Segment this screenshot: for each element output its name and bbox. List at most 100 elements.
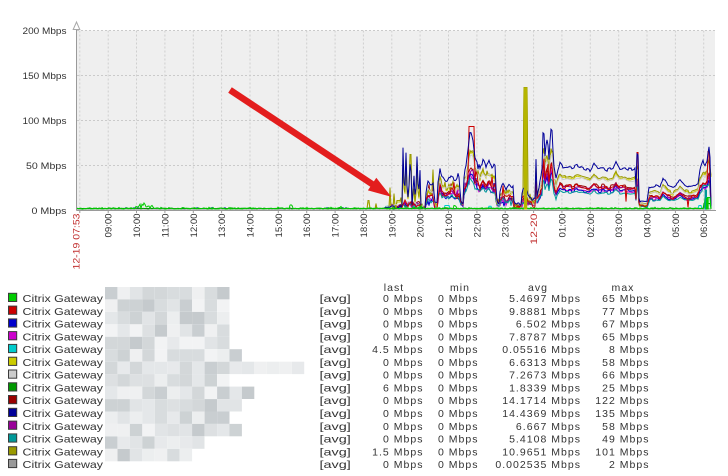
svg-text:04:00: 04:00 bbox=[643, 214, 653, 238]
svg-text:02:00: 02:00 bbox=[586, 214, 596, 238]
svg-text:[avg]: [avg] bbox=[320, 434, 351, 446]
svg-text:18:00: 18:00 bbox=[359, 214, 369, 238]
svg-text:0 Mbps: 0 Mbps bbox=[438, 293, 479, 305]
svg-text:09:00: 09:00 bbox=[104, 214, 114, 238]
svg-text:22:00: 22:00 bbox=[472, 214, 482, 238]
svg-text:17:00: 17:00 bbox=[331, 214, 341, 238]
svg-text:[avg]: [avg] bbox=[320, 293, 351, 305]
svg-text:1.8339 Mbps: 1.8339 Mbps bbox=[509, 383, 581, 395]
svg-text:0.002535 Mbps: 0.002535 Mbps bbox=[495, 459, 581, 471]
svg-text:13:00: 13:00 bbox=[217, 214, 227, 238]
svg-text:1.5 Mbps: 1.5 Mbps bbox=[372, 446, 423, 458]
svg-text:[avg]: [avg] bbox=[320, 319, 351, 331]
svg-text:50 Mbps: 50 Mbps bbox=[26, 161, 67, 171]
svg-text:0.05516 Mbps: 0.05516 Mbps bbox=[502, 344, 581, 356]
svg-text:7.8787 Mbps: 7.8787 Mbps bbox=[509, 331, 581, 343]
svg-text:58 Mbps: 58 Mbps bbox=[602, 421, 649, 433]
svg-text:66 Mbps: 66 Mbps bbox=[602, 370, 649, 382]
svg-text:10:00: 10:00 bbox=[132, 214, 142, 238]
svg-text:0 Mbps: 0 Mbps bbox=[438, 344, 479, 356]
svg-text:14.1714 Mbps: 14.1714 Mbps bbox=[502, 395, 581, 407]
svg-text:01:00: 01:00 bbox=[557, 214, 567, 238]
svg-text:67 Mbps: 67 Mbps bbox=[602, 319, 649, 331]
svg-text:0 Mbps: 0 Mbps bbox=[383, 357, 424, 369]
svg-text:15:00: 15:00 bbox=[274, 214, 284, 238]
svg-text:122 Mbps: 122 Mbps bbox=[595, 395, 649, 407]
svg-text:11:00: 11:00 bbox=[160, 214, 170, 238]
svg-text:0 Mbps: 0 Mbps bbox=[438, 421, 479, 433]
svg-text:0 Mbps: 0 Mbps bbox=[383, 395, 424, 407]
svg-text:20:00: 20:00 bbox=[416, 214, 426, 238]
svg-text:[avg]: [avg] bbox=[320, 357, 351, 369]
svg-text:max: max bbox=[612, 282, 635, 294]
svg-text:Citrix Gateway: Citrix Gateway bbox=[23, 306, 104, 318]
svg-text:[avg]: [avg] bbox=[320, 331, 351, 343]
svg-text:101 Mbps: 101 Mbps bbox=[595, 446, 649, 458]
svg-text:58 Mbps: 58 Mbps bbox=[602, 357, 649, 369]
svg-text:Citrix Gateway: Citrix Gateway bbox=[23, 370, 104, 382]
svg-text:200 Mbps: 200 Mbps bbox=[23, 26, 68, 36]
svg-text:Citrix Gateway: Citrix Gateway bbox=[23, 331, 104, 343]
svg-text:6.6313 Mbps: 6.6313 Mbps bbox=[509, 357, 581, 369]
svg-text:0 Mbps: 0 Mbps bbox=[383, 408, 424, 420]
svg-text:Citrix Gateway: Citrix Gateway bbox=[23, 293, 104, 305]
svg-text:77 Mbps: 77 Mbps bbox=[602, 306, 649, 318]
svg-text:0 Mbps: 0 Mbps bbox=[438, 383, 479, 395]
svg-text:0 Mbps: 0 Mbps bbox=[438, 370, 479, 382]
svg-text:[avg]: [avg] bbox=[320, 383, 351, 395]
svg-text:0 Mbps: 0 Mbps bbox=[438, 408, 479, 420]
svg-text:0 Mbps: 0 Mbps bbox=[383, 370, 424, 382]
svg-text:Citrix Gateway: Citrix Gateway bbox=[23, 344, 104, 356]
svg-text:49 Mbps: 49 Mbps bbox=[602, 434, 649, 446]
svg-text:2 Mbps: 2 Mbps bbox=[609, 459, 650, 471]
svg-text:Citrix Gateway: Citrix Gateway bbox=[23, 408, 104, 420]
svg-text:23:00: 23:00 bbox=[501, 214, 511, 238]
svg-text:0 Mbps: 0 Mbps bbox=[383, 331, 424, 343]
svg-text:12-19 07:53: 12-19 07:53 bbox=[72, 214, 82, 270]
svg-text:65 Mbps: 65 Mbps bbox=[602, 293, 649, 305]
svg-text:150 Mbps: 150 Mbps bbox=[23, 71, 68, 81]
svg-text:Citrix Gateway: Citrix Gateway bbox=[23, 357, 104, 369]
svg-text:4.5 Mbps: 4.5 Mbps bbox=[372, 344, 423, 356]
svg-text:0 Mbps: 0 Mbps bbox=[383, 319, 424, 331]
svg-text:[avg]: [avg] bbox=[320, 306, 351, 318]
svg-text:Citrix Gateway: Citrix Gateway bbox=[23, 459, 104, 471]
svg-text:25 Mbps: 25 Mbps bbox=[602, 383, 649, 395]
svg-text:0 Mbps: 0 Mbps bbox=[383, 306, 424, 318]
svg-text:0 Mbps: 0 Mbps bbox=[383, 293, 424, 305]
svg-text:Citrix Gateway: Citrix Gateway bbox=[23, 434, 104, 446]
svg-text:[avg]: [avg] bbox=[320, 446, 351, 458]
svg-text:0 Mbps: 0 Mbps bbox=[438, 434, 479, 446]
svg-text:[avg]: [avg] bbox=[320, 408, 351, 420]
svg-text:0 Mbps: 0 Mbps bbox=[438, 319, 479, 331]
svg-text:6.502 Mbps: 6.502 Mbps bbox=[516, 319, 581, 331]
svg-text:0 Mbps: 0 Mbps bbox=[383, 434, 424, 446]
svg-text:0 Mbps: 0 Mbps bbox=[383, 459, 424, 471]
svg-text:Citrix Gateway: Citrix Gateway bbox=[23, 319, 104, 331]
svg-text:[avg]: [avg] bbox=[320, 421, 351, 433]
svg-text:Citrix Gateway: Citrix Gateway bbox=[23, 446, 104, 458]
svg-text:19:00: 19:00 bbox=[387, 214, 397, 238]
svg-text:7.2673 Mbps: 7.2673 Mbps bbox=[509, 370, 581, 382]
svg-text:135 Mbps: 135 Mbps bbox=[595, 408, 649, 420]
svg-text:0 Mbps: 0 Mbps bbox=[438, 357, 479, 369]
svg-text:0 Mbps: 0 Mbps bbox=[438, 446, 479, 458]
svg-text:8 Mbps: 8 Mbps bbox=[609, 344, 650, 356]
svg-text:6 Mbps: 6 Mbps bbox=[383, 383, 424, 395]
svg-text:14:00: 14:00 bbox=[246, 214, 256, 238]
svg-text:[avg]: [avg] bbox=[320, 370, 351, 382]
svg-text:0 Mbps: 0 Mbps bbox=[438, 459, 479, 471]
svg-text:0 Mbps: 0 Mbps bbox=[32, 206, 68, 216]
svg-text:Citrix Gateway: Citrix Gateway bbox=[23, 383, 104, 395]
svg-text:21:00: 21:00 bbox=[444, 214, 454, 238]
svg-text:12:00: 12:00 bbox=[189, 214, 199, 238]
svg-text:6.667 Mbps: 6.667 Mbps bbox=[516, 421, 581, 433]
svg-text:03:00: 03:00 bbox=[614, 214, 624, 238]
svg-text:0 Mbps: 0 Mbps bbox=[383, 421, 424, 433]
svg-text:[avg]: [avg] bbox=[320, 344, 351, 356]
svg-text:avg: avg bbox=[528, 282, 548, 294]
svg-text:min: min bbox=[450, 282, 470, 294]
svg-text:12-20: 12-20 bbox=[529, 214, 539, 245]
svg-text:[avg]: [avg] bbox=[320, 459, 351, 471]
svg-text:0 Mbps: 0 Mbps bbox=[438, 306, 479, 318]
